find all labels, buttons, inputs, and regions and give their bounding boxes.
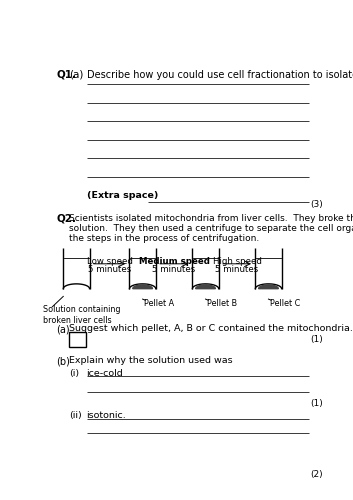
Text: 5 minutes: 5 minutes — [88, 266, 131, 274]
Text: Explain why the solution used was: Explain why the solution used was — [69, 356, 233, 366]
Text: Solution containing
broken liver cells: Solution containing broken liver cells — [43, 305, 120, 324]
Text: isotonic.: isotonic. — [86, 411, 126, 420]
Text: 5 minutes: 5 minutes — [152, 266, 196, 274]
Text: (Extra space): (Extra space) — [86, 192, 158, 200]
Text: Suggest which pellet, A, B or C contained the mitochondria.: Suggest which pellet, A, B or C containe… — [69, 324, 353, 334]
Text: (b): (b) — [56, 356, 70, 366]
Text: Q1.: Q1. — [56, 70, 77, 80]
Text: Low speed: Low speed — [86, 257, 132, 266]
Text: (1): (1) — [310, 335, 323, 344]
Text: Pellet B: Pellet B — [207, 299, 237, 308]
Text: Pellet C: Pellet C — [270, 299, 300, 308]
Text: (a): (a) — [56, 324, 70, 334]
Text: Describe how you could use cell fractionation to isolate chloroplasts from leaf : Describe how you could use cell fraction… — [86, 70, 353, 80]
Text: Scientists isolated mitochondria from liver cells.  They broke the cells open in: Scientists isolated mitochondria from li… — [69, 214, 353, 244]
Text: ice-cold: ice-cold — [86, 369, 123, 378]
Text: Medium speed: Medium speed — [139, 257, 210, 266]
Text: 5 minutes: 5 minutes — [215, 266, 259, 274]
Text: (i): (i) — [69, 369, 79, 378]
Text: (ii): (ii) — [69, 411, 82, 420]
Text: (1): (1) — [310, 399, 323, 408]
Text: Pellet A: Pellet A — [144, 299, 174, 308]
Polygon shape — [133, 285, 152, 288]
Text: (3): (3) — [310, 200, 323, 209]
Text: (2): (2) — [310, 470, 323, 478]
Bar — [69, 332, 86, 347]
Text: (a): (a) — [69, 70, 84, 80]
Text: Q2.: Q2. — [56, 214, 77, 224]
Text: High speed: High speed — [213, 257, 262, 266]
Polygon shape — [196, 285, 215, 288]
Polygon shape — [259, 285, 278, 288]
